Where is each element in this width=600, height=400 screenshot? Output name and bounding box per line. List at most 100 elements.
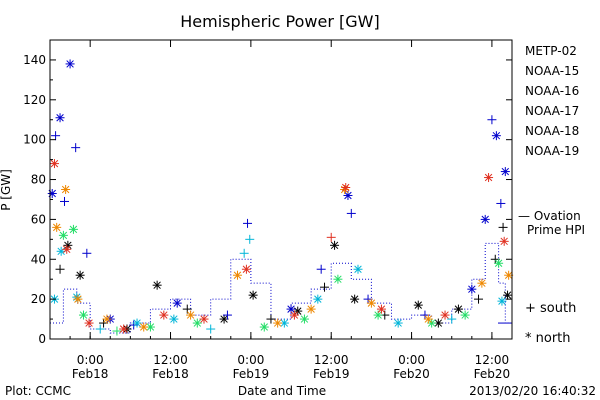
y-tick-label: 40 <box>31 252 46 266</box>
point-noaa-15 <box>71 143 81 153</box>
point-noaa-17 <box>259 322 269 332</box>
point-metp-02 <box>152 280 162 290</box>
y-tick-label: 140 <box>23 53 46 67</box>
y-tick-label: 60 <box>31 212 46 226</box>
point-noaa-15 <box>222 310 232 320</box>
y-axis: 0 20 40 60 80 100 120 140 <box>23 53 512 346</box>
point-noaa-15 <box>47 188 57 198</box>
point-noaa-19 <box>49 159 59 169</box>
point-noaa-16 <box>393 318 403 328</box>
point-noaa-16 <box>206 324 216 334</box>
point-noaa-18 <box>232 270 242 280</box>
point-metp-02 <box>350 294 360 304</box>
point-noaa-15 <box>316 264 326 274</box>
point-noaa-16 <box>353 264 363 274</box>
point-noaa-19 <box>62 244 72 254</box>
x-tick-label-date: Feb19 <box>233 367 270 381</box>
point-noaa-18 <box>139 322 149 332</box>
point-noaa-15 <box>491 131 501 141</box>
point-noaa-15 <box>82 248 92 258</box>
point-noaa-18 <box>423 314 433 324</box>
point-noaa-15 <box>60 196 70 206</box>
chart-title: Hemispheric Power [GW] <box>180 12 379 31</box>
point-noaa-19 <box>484 173 494 183</box>
x-tick-label-date: Feb20 <box>474 367 511 381</box>
point-metp-02 <box>413 300 423 310</box>
point-noaa-15 <box>172 298 182 308</box>
point-noaa-15 <box>243 218 253 228</box>
x-tick-label-date: Feb20 <box>393 367 430 381</box>
point-metp-02 <box>266 314 276 324</box>
point-noaa-17 <box>78 310 88 320</box>
point-metp-02 <box>219 314 229 324</box>
x-tick-label-date: Feb18 <box>72 367 109 381</box>
x-axis-label: Date and Time <box>238 384 326 398</box>
point-noaa-17 <box>112 326 122 336</box>
point-noaa-18 <box>52 222 62 232</box>
symbol-key-north: * north <box>525 331 571 346</box>
point-noaa-17 <box>460 310 470 320</box>
y-tick-label: 120 <box>23 93 46 107</box>
point-metp-02 <box>433 318 443 328</box>
point-noaa-15 <box>496 198 506 208</box>
y-tick-label: 80 <box>31 173 46 187</box>
symbol-key: + south * north <box>525 301 576 346</box>
point-noaa-15 <box>480 214 490 224</box>
point-noaa-16 <box>313 294 323 304</box>
ovation-step-line <box>50 242 510 334</box>
point-metp-02 <box>320 282 330 292</box>
point-noaa-19 <box>199 314 209 324</box>
y-tick-label: 20 <box>31 292 46 306</box>
legend-entry-noaa-16: NOAA-16 <box>525 84 579 98</box>
data-points <box>47 59 514 336</box>
point-noaa-18 <box>273 318 283 328</box>
x-tick-label-hour: 12:00 <box>314 353 349 367</box>
x-tick-label-date: Feb18 <box>152 367 189 381</box>
point-metp-02 <box>248 290 258 300</box>
point-noaa-16 <box>95 324 105 334</box>
point-noaa-17 <box>299 314 309 324</box>
x-tick-label-date: Feb19 <box>313 367 350 381</box>
y-axis-label: P [GW] <box>0 169 13 211</box>
point-noaa-19 <box>341 183 351 193</box>
x-tick-label-hour: 0:00 <box>237 353 264 367</box>
point-noaa-19 <box>376 304 386 314</box>
point-noaa-19 <box>289 310 299 320</box>
point-metp-02 <box>498 222 508 232</box>
point-noaa-18 <box>306 304 316 314</box>
point-noaa-18 <box>61 185 71 194</box>
x-axis: 0:00Feb1812:00Feb180:00Feb1912:00Feb190:… <box>49 40 513 381</box>
point-noaa-16 <box>132 318 142 328</box>
point-metp-02 <box>453 304 463 314</box>
plot-frame <box>49 39 513 340</box>
point-noaa-15 <box>467 284 477 294</box>
point-noaa-19 <box>241 264 251 274</box>
ovation-legend-line1: — Ovation <box>518 209 581 223</box>
point-noaa-16 <box>239 248 249 258</box>
point-noaa-19 <box>499 236 509 246</box>
legend-entry-noaa-15: NOAA-15 <box>525 64 579 78</box>
point-noaa-16 <box>245 234 255 244</box>
legend-entry-metp-02: METP-02 <box>525 44 577 58</box>
point-noaa-16 <box>447 314 457 324</box>
plot-credit: Plot: CCMC <box>5 384 71 398</box>
x-tick-label-hour: 0:00 <box>77 353 104 367</box>
point-noaa-16 <box>169 314 179 324</box>
point-noaa-15 <box>500 167 510 177</box>
point-metp-02 <box>330 240 340 250</box>
point-noaa-15 <box>487 115 497 125</box>
y-tick-label: 0 <box>38 332 46 346</box>
y-tick-label: 100 <box>23 133 46 147</box>
point-noaa-18 <box>504 270 514 280</box>
point-noaa-16 <box>497 296 507 306</box>
point-noaa-17 <box>192 318 202 328</box>
point-metp-02 <box>503 290 513 300</box>
point-noaa-15 <box>55 113 65 123</box>
point-noaa-18 <box>73 294 83 304</box>
legend-entry-noaa-17: NOAA-17 <box>525 104 579 118</box>
point-noaa-17 <box>68 224 78 234</box>
point-noaa-19 <box>159 310 169 320</box>
symbol-key-south: + south <box>525 301 576 316</box>
point-noaa-17 <box>494 258 504 268</box>
